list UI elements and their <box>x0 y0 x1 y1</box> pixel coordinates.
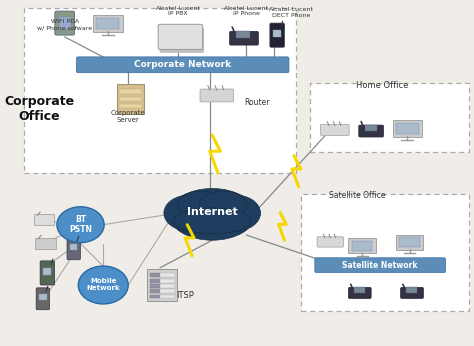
FancyBboxPatch shape <box>320 124 349 136</box>
FancyBboxPatch shape <box>359 125 383 137</box>
FancyBboxPatch shape <box>348 238 376 253</box>
FancyBboxPatch shape <box>93 15 123 31</box>
Text: Satellite Network: Satellite Network <box>343 261 418 270</box>
Bar <box>301 194 469 311</box>
FancyBboxPatch shape <box>149 284 160 288</box>
FancyBboxPatch shape <box>315 258 446 273</box>
FancyBboxPatch shape <box>401 288 423 299</box>
Ellipse shape <box>209 195 261 231</box>
Text: Satellite Office: Satellite Office <box>329 191 386 200</box>
FancyBboxPatch shape <box>270 23 284 47</box>
FancyBboxPatch shape <box>392 120 422 137</box>
FancyBboxPatch shape <box>39 294 46 300</box>
FancyBboxPatch shape <box>348 288 371 299</box>
FancyBboxPatch shape <box>317 237 344 247</box>
FancyBboxPatch shape <box>396 235 423 250</box>
Text: Corporate
Server: Corporate Server <box>111 110 146 122</box>
Circle shape <box>78 266 128 304</box>
FancyBboxPatch shape <box>273 30 281 37</box>
Text: ITSP: ITSP <box>176 291 194 300</box>
FancyBboxPatch shape <box>237 31 250 38</box>
FancyBboxPatch shape <box>117 84 144 114</box>
FancyBboxPatch shape <box>119 90 142 94</box>
Text: Mobile
Network: Mobile Network <box>86 279 120 291</box>
Text: Internet: Internet <box>187 207 237 217</box>
Ellipse shape <box>169 189 255 240</box>
FancyBboxPatch shape <box>200 89 234 102</box>
FancyBboxPatch shape <box>149 284 175 288</box>
FancyBboxPatch shape <box>149 289 160 293</box>
FancyBboxPatch shape <box>96 18 119 29</box>
FancyBboxPatch shape <box>55 11 74 35</box>
Text: BT
PSTN: BT PSTN <box>69 215 92 234</box>
Text: Alcatel-Lucent
DECT Phone: Alcatel-Lucent DECT Phone <box>269 7 314 18</box>
FancyBboxPatch shape <box>70 244 77 251</box>
FancyBboxPatch shape <box>158 24 203 49</box>
Text: Alcatel-Lucent
IP Phone: Alcatel-Lucent IP Phone <box>224 6 269 16</box>
FancyBboxPatch shape <box>149 279 160 283</box>
Ellipse shape <box>178 191 225 219</box>
FancyBboxPatch shape <box>365 125 376 131</box>
FancyBboxPatch shape <box>352 240 373 251</box>
FancyBboxPatch shape <box>35 238 56 249</box>
FancyBboxPatch shape <box>67 238 81 260</box>
Text: Corporate
Office: Corporate Office <box>5 95 75 123</box>
Bar <box>310 83 469 152</box>
FancyBboxPatch shape <box>399 237 420 247</box>
FancyBboxPatch shape <box>354 288 365 293</box>
FancyBboxPatch shape <box>34 215 54 225</box>
FancyBboxPatch shape <box>149 294 175 298</box>
FancyBboxPatch shape <box>119 103 142 108</box>
Text: Router: Router <box>244 98 270 107</box>
FancyBboxPatch shape <box>40 261 55 285</box>
FancyBboxPatch shape <box>229 31 258 45</box>
FancyBboxPatch shape <box>160 28 204 53</box>
FancyBboxPatch shape <box>149 273 160 277</box>
Text: Corporate Network: Corporate Network <box>134 60 231 69</box>
Circle shape <box>57 207 104 243</box>
Text: Alcatel-Lucent
IP PBX: Alcatel-Lucent IP PBX <box>155 6 201 16</box>
FancyBboxPatch shape <box>76 57 289 73</box>
FancyBboxPatch shape <box>406 288 417 293</box>
FancyBboxPatch shape <box>149 279 175 283</box>
Ellipse shape <box>199 191 247 219</box>
FancyBboxPatch shape <box>147 269 177 301</box>
FancyBboxPatch shape <box>59 17 71 29</box>
FancyBboxPatch shape <box>149 273 175 277</box>
FancyBboxPatch shape <box>43 268 52 275</box>
FancyBboxPatch shape <box>149 289 175 293</box>
FancyBboxPatch shape <box>149 294 160 298</box>
FancyBboxPatch shape <box>396 123 419 134</box>
Ellipse shape <box>173 208 251 234</box>
Bar <box>24 8 296 173</box>
FancyBboxPatch shape <box>36 288 49 310</box>
FancyBboxPatch shape <box>119 97 142 101</box>
Ellipse shape <box>164 195 216 231</box>
Text: Home Office: Home Office <box>356 81 409 90</box>
Text: WIFI PDA
w/ Phone sofware: WIFI PDA w/ Phone sofware <box>37 19 92 30</box>
